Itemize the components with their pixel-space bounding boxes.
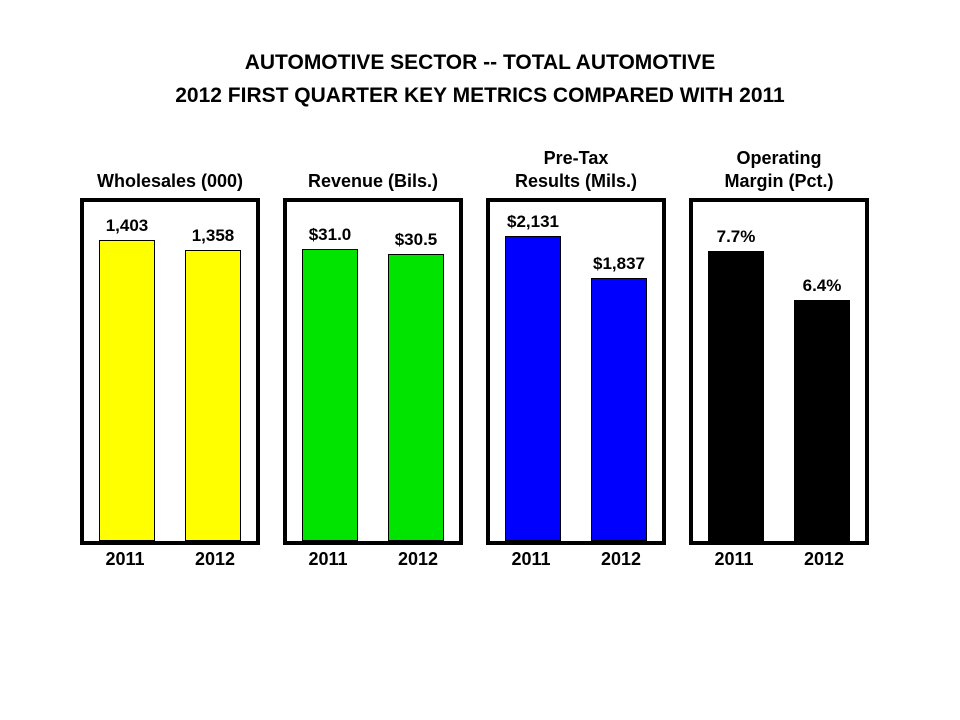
category-label: 2011 xyxy=(105,549,145,569)
bar-value-label: 1,358 xyxy=(191,226,235,245)
panel-plot-box: $2,131 $1,837 xyxy=(486,198,666,545)
category-label: 2011 xyxy=(714,549,754,569)
category-label: 2012 xyxy=(397,549,439,569)
bar-column: 1,403 xyxy=(99,202,155,541)
bar xyxy=(708,251,764,541)
chart-panel: Revenue (Bils.) $31.0 $30.5 2011 2012 xyxy=(283,140,463,570)
bar xyxy=(185,250,241,541)
bar-column: $31.0 xyxy=(302,202,358,541)
chart-panel: Operating Margin (Pct.) 7.7% 6.4% 2011 201… xyxy=(689,140,869,570)
bar-value-label: $30.5 xyxy=(394,230,438,249)
bar xyxy=(794,300,850,541)
panel-plot: 1,403 1,358 xyxy=(84,202,256,541)
category-label: 2012 xyxy=(803,549,845,569)
bar xyxy=(302,249,358,541)
panel-title: Wholesales (000) xyxy=(96,171,244,191)
bar-column: 1,358 xyxy=(185,202,241,541)
panel-title: Pre-Tax Results (Mils.) xyxy=(514,148,638,191)
bar-value-label: $1,837 xyxy=(593,254,645,273)
chart-panels: Wholesales (000) 1,403 1,358 2011 2012 Rev… xyxy=(80,140,869,570)
bar-column: $2,131 xyxy=(505,202,561,541)
chart-title: AUTOMOTIVE SECTOR -- TOTAL AUTOMOTIVE 20… xyxy=(0,46,960,112)
panel-title: Operating Margin (Pct.) xyxy=(724,148,834,191)
chart-title-line1: AUTOMOTIVE SECTOR -- TOTAL AUTOMOTIVE xyxy=(244,51,716,74)
chart-title-line2: 2012 FIRST QUARTER KEY METRICS COMPARED … xyxy=(175,84,785,107)
bar-column: 7.7% xyxy=(708,202,764,541)
bar xyxy=(505,236,561,541)
bar xyxy=(99,240,155,541)
panel-plot: $2,131 $1,837 xyxy=(490,202,662,541)
panel-category-axis: 2011 2012 xyxy=(689,549,869,570)
bar xyxy=(388,254,444,541)
bar-column: 6.4% xyxy=(794,202,850,541)
panel-plot: 7.7% 6.4% xyxy=(693,202,865,541)
category-label: 2011 xyxy=(511,549,551,569)
panel-plot-box: 7.7% 6.4% xyxy=(689,198,869,545)
bar xyxy=(591,278,647,541)
bar-value-label: $31.0 xyxy=(308,225,352,244)
chart-panel: Pre-Tax Results (Mils.) $2,131 $1,837 201… xyxy=(486,140,666,570)
panel-category-axis: 2011 2012 xyxy=(80,549,260,570)
bar-column: $1,837 xyxy=(591,202,647,541)
panel-plot: $31.0 $30.5 xyxy=(287,202,459,541)
panel-title: Revenue (Bils.) xyxy=(307,171,439,191)
panel-plot-box: 1,403 1,358 xyxy=(80,198,260,545)
bar-value-label: $2,131 xyxy=(507,212,559,231)
bar-column: $30.5 xyxy=(388,202,444,541)
category-label: 2012 xyxy=(600,549,642,569)
panel-category-axis: 2011 2012 xyxy=(283,549,463,570)
bar-value-label: 7.7% xyxy=(716,227,756,246)
category-label: 2012 xyxy=(194,549,236,569)
panel-category-axis: 2011 2012 xyxy=(486,549,666,570)
chart-panel: Wholesales (000) 1,403 1,358 2011 2012 xyxy=(80,140,260,570)
bar-value-label: 6.4% xyxy=(802,276,842,295)
category-label: 2011 xyxy=(308,549,348,569)
bar-value-label: 1,403 xyxy=(105,216,149,235)
panel-plot-box: $31.0 $30.5 xyxy=(283,198,463,545)
